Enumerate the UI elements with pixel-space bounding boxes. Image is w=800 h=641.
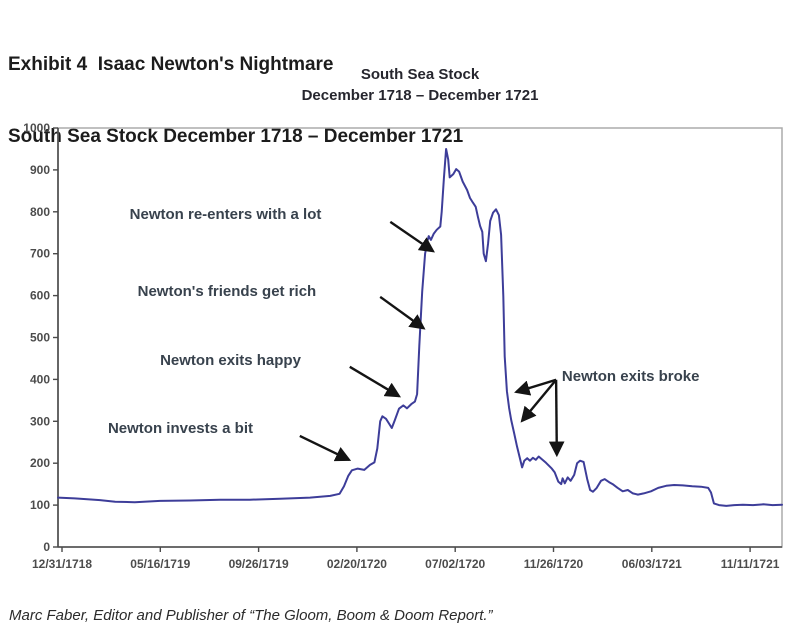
annotation-arrow bbox=[514, 378, 557, 396]
x-tick-label: 11/11/1721 bbox=[721, 557, 780, 571]
y-tick-label: 400 bbox=[30, 372, 50, 386]
annotation-label: Newton's friends get rich bbox=[138, 283, 317, 300]
chart-title: South Sea Stock bbox=[360, 66, 480, 83]
source-credit: Marc Faber, Editor and Publisher of “The… bbox=[9, 607, 493, 624]
y-tick-label: 300 bbox=[30, 414, 50, 428]
y-tick-label: 900 bbox=[30, 163, 50, 177]
y-tick-label: 500 bbox=[30, 331, 50, 345]
y-tick-label: 600 bbox=[30, 289, 50, 303]
annotation-arrow bbox=[389, 220, 435, 253]
x-tick-label: 02/20/1720 bbox=[327, 557, 387, 571]
annotation-label: Newton exits broke bbox=[562, 368, 700, 385]
annotation-arrow bbox=[548, 379, 565, 458]
annotation-arrow bbox=[379, 295, 426, 330]
x-tick-label: 12/31/1718 bbox=[32, 557, 92, 571]
chart-subtitle: December 1718 – December 1721 bbox=[301, 87, 539, 104]
x-tick-label: 09/26/1719 bbox=[229, 557, 289, 571]
y-tick-label: 0 bbox=[43, 540, 50, 554]
annotation-arrow bbox=[349, 365, 402, 398]
y-tick-label: 200 bbox=[30, 456, 50, 470]
price-line bbox=[57, 148, 783, 507]
annotation-arrow bbox=[520, 379, 558, 423]
x-tick-label: 07/02/1720 bbox=[425, 557, 485, 571]
x-tick-label: 11/26/1720 bbox=[524, 557, 584, 571]
exhibit-heading-line2: South Sea Stock December 1718 – December… bbox=[8, 126, 464, 147]
y-tick-label: 800 bbox=[30, 205, 50, 219]
annotation-arrow bbox=[299, 434, 352, 462]
y-tick-label: 1000 bbox=[23, 121, 50, 135]
exhibit-heading-line1: Exhibit 4 Isaac Newton's Nightmare bbox=[8, 54, 334, 75]
chart-title-block: South Sea Stock December 1718 – December… bbox=[58, 64, 782, 106]
y-tick-label: 100 bbox=[30, 498, 50, 512]
y-tick-label: 700 bbox=[30, 247, 50, 261]
annotation-label: Newton invests a bit bbox=[108, 420, 253, 437]
x-tick-label: 06/03/1721 bbox=[622, 557, 682, 571]
x-tick-label: 05/16/1719 bbox=[130, 557, 190, 571]
annotation-label: Newton exits happy bbox=[160, 352, 302, 369]
exhibit-heading: Exhibit 4 Isaac Newton's Nightmare South… bbox=[8, 5, 463, 197]
annotation-label: Newton re-enters with a lot bbox=[130, 206, 322, 223]
